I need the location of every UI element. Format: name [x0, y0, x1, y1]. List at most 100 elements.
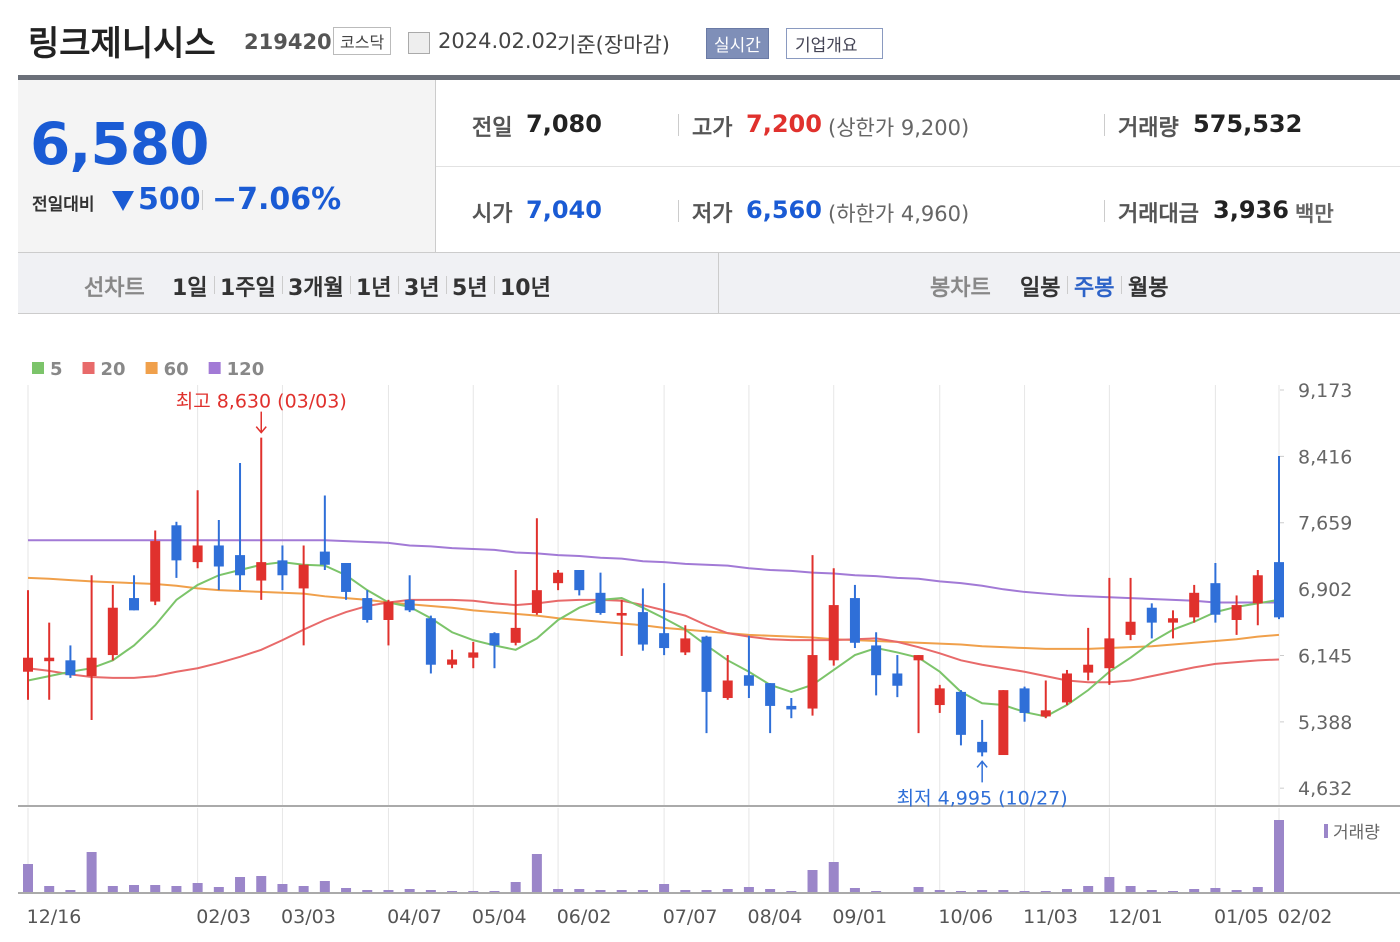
change-pct: −7.06% [212, 182, 342, 217]
candle-body [362, 598, 373, 620]
volume-bar [849, 888, 860, 892]
y-tick-label: 7,659 [1298, 513, 1352, 535]
candle-body [701, 636, 712, 692]
annotation-label: 최고 8,630 (03/03) [176, 391, 347, 413]
overview-button[interactable]: 기업개요 [786, 28, 883, 59]
tab[interactable]: 1년 [356, 276, 392, 301]
legend-swatch [32, 362, 44, 374]
change: 500 [138, 182, 201, 217]
tab[interactable]: 주봉 [1074, 276, 1115, 301]
volume-bar [107, 886, 118, 892]
x-tick-label: 01/05 [1214, 906, 1269, 928]
volume-bar [786, 891, 797, 892]
candle-body [171, 525, 182, 561]
x-tick-label: 08/04 [748, 906, 803, 928]
candle-body [1125, 621, 1136, 635]
tab[interactable]: 1주일 [220, 276, 276, 301]
tab-divider [718, 253, 719, 314]
change-label: 전일대비 [32, 195, 95, 215]
candle-body [786, 705, 797, 710]
y-tick-label: 5,388 [1298, 712, 1352, 734]
tab[interactable]: 1일 [172, 276, 208, 301]
volume-bar [404, 889, 415, 892]
volume-bar [595, 890, 606, 892]
x-tick-label: 04/07 [387, 906, 442, 928]
candle-body [849, 598, 860, 643]
tab[interactable]: 3개월 [288, 276, 344, 301]
volume-bar [1104, 877, 1115, 892]
candle-body [1189, 592, 1200, 618]
candle-body [23, 657, 33, 672]
volume-bar [341, 888, 352, 892]
separator [398, 276, 399, 294]
volume-bar [192, 883, 203, 892]
candle-body [1040, 710, 1051, 717]
annotation-arrow [976, 760, 988, 783]
candle-body [425, 618, 436, 665]
candle-body [1146, 607, 1157, 623]
tab[interactable]: 월봉 [1128, 276, 1169, 301]
stock-name: 링크제니시스 [28, 24, 216, 64]
volume-bar [955, 891, 966, 892]
plot-bg [18, 385, 1280, 805]
tab[interactable]: 5년 [452, 276, 488, 301]
tab[interactable]: 10년 [500, 276, 551, 301]
candle-body [468, 652, 479, 658]
volume-bar [362, 890, 373, 892]
separator [214, 276, 215, 294]
volume-bar [828, 862, 839, 892]
volume-bar [65, 890, 76, 892]
volume-bar [998, 890, 1009, 892]
volume-bar [934, 890, 945, 892]
volume-bar [383, 890, 394, 892]
volume-bar [44, 886, 55, 892]
annotation-arrow [255, 411, 267, 434]
x-tick-label: 12/01 [1108, 906, 1163, 928]
volume-bar [913, 887, 924, 892]
volume-bar [447, 891, 458, 892]
candle-body [65, 660, 76, 676]
legend-swatch [82, 362, 95, 374]
candle-body [1210, 583, 1221, 615]
stat-value: 3,936 [1213, 196, 1289, 224]
stat-label: 고가 [692, 116, 733, 141]
candle-body [553, 572, 564, 584]
volume-bar [1231, 890, 1242, 892]
x-tick-label: 02/02 [1278, 906, 1333, 928]
candle-body [871, 645, 882, 676]
x-tick-label: 09/01 [832, 906, 887, 928]
x-tick-label: 06/02 [557, 906, 612, 928]
candle-body [1231, 605, 1242, 620]
candle-body [934, 688, 945, 706]
volume-label: 거래량 [1333, 823, 1380, 843]
volume-bar [680, 890, 691, 892]
stat-label: 시가 [472, 202, 513, 227]
candle-body [531, 590, 542, 613]
tab-bar [18, 253, 1400, 314]
separator [446, 276, 447, 294]
candle-body [743, 675, 754, 686]
legend-label: 120 [227, 359, 265, 380]
volume-bar [298, 886, 309, 892]
volume-bar [319, 881, 330, 892]
candle-body [404, 599, 415, 611]
volume-bar [468, 891, 479, 892]
candle-body [616, 612, 627, 616]
volume-bar [807, 870, 818, 892]
tab-group-label: 봉차트 [930, 276, 991, 301]
x-tick-label: 02/03 [196, 906, 251, 928]
separator [494, 276, 495, 294]
tab[interactable]: 3년 [404, 276, 440, 301]
x-tick-label: 12/16 [27, 906, 82, 928]
volume-bar [171, 886, 182, 892]
stat-value: 575,532 [1193, 110, 1303, 138]
tab[interactable]: 일봉 [1020, 276, 1061, 301]
volume-bar [1167, 891, 1178, 892]
x-tick-label: 10/06 [938, 906, 993, 928]
stat-value: 7,200 [746, 110, 822, 138]
volume-bar [574, 889, 585, 892]
realtime-button[interactable]: 실시간 [706, 28, 769, 59]
candle-body [1104, 638, 1115, 669]
candle-body [1252, 575, 1263, 604]
